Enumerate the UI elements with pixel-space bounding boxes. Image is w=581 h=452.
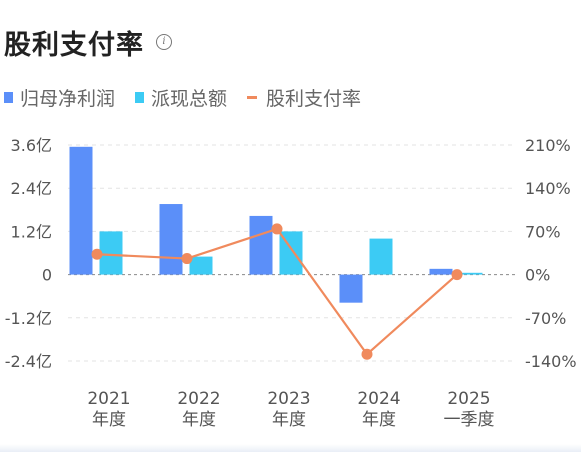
x-tick-label-year: 2022: [177, 389, 220, 409]
info-icon[interactable]: i: [156, 34, 172, 50]
x-tick-label-year: 2024: [357, 389, 400, 409]
legend-swatch: [135, 92, 145, 103]
left-tick-label: -2.4亿: [5, 352, 52, 371]
x-tick-label-period: 年度: [362, 410, 396, 430]
payout-ratio-point: [361, 348, 373, 360]
legend-label: 股利支付率: [266, 88, 362, 110]
bar-net-profit: [249, 215, 273, 275]
right-tick-label: -140%: [525, 352, 577, 371]
right-tick-label: 0%: [525, 266, 550, 285]
x-tick-label-period: 一季度: [444, 410, 495, 430]
payout-ratio-line: [96, 227, 458, 356]
x-tick-label-year: 2025: [447, 389, 490, 409]
payout-ratio-point: [181, 253, 193, 265]
bar-cash-dividend: [459, 272, 483, 275]
legend-swatch: [247, 96, 258, 99]
legend-item-cash-dividend[interactable]: 派现总额: [135, 84, 227, 111]
chart-title: 股利支付率: [4, 29, 144, 61]
payout-ratio-point: [451, 269, 463, 281]
payout-ratio-point: [271, 223, 283, 235]
x-tick-label-year: 2023: [267, 389, 310, 409]
x-tick-label-year: 2021: [87, 389, 130, 409]
left-tick-label: 2.4亿: [11, 179, 52, 198]
left-tick-label: -1.2亿: [5, 309, 52, 328]
legend-swatch: [4, 92, 13, 103]
payout-ratio-point: [91, 248, 103, 260]
legend-item-payout-ratio[interactable]: 股利支付率: [247, 84, 361, 111]
bar-net-profit: [429, 268, 453, 275]
bar-net-profit: [339, 274, 363, 303]
chart-header: 股利支付率 i: [4, 22, 172, 62]
x-tick-label-period: 年度: [182, 410, 216, 430]
x-tick-label-period: 年度: [92, 410, 126, 430]
legend: 归母净利润 派现总额 股利支付率: [4, 84, 381, 111]
bar-cash-dividend: [189, 256, 213, 275]
right-tick-label: 140%: [525, 179, 571, 198]
right-tick-label: -70%: [525, 309, 566, 328]
left-tick-label: 3.6亿: [11, 136, 52, 155]
right-tick-label: 70%: [525, 222, 561, 241]
left-tick-label: 0: [42, 266, 52, 285]
right-tick-label: 210%: [525, 136, 571, 155]
bar-net-profit: [159, 204, 183, 275]
legend-label: 归母净利润: [20, 88, 116, 110]
x-tick-label-period: 年度: [272, 410, 306, 430]
bottom-divider: [0, 444, 581, 452]
left-tick-label: 1.2亿: [11, 222, 52, 241]
bar-net-profit: [69, 146, 93, 275]
legend-label: 派现总额: [151, 88, 228, 110]
legend-item-net-profit[interactable]: 归母净利润: [4, 84, 115, 111]
bar-cash-dividend: [99, 231, 123, 275]
bar-cash-dividend: [369, 238, 393, 275]
